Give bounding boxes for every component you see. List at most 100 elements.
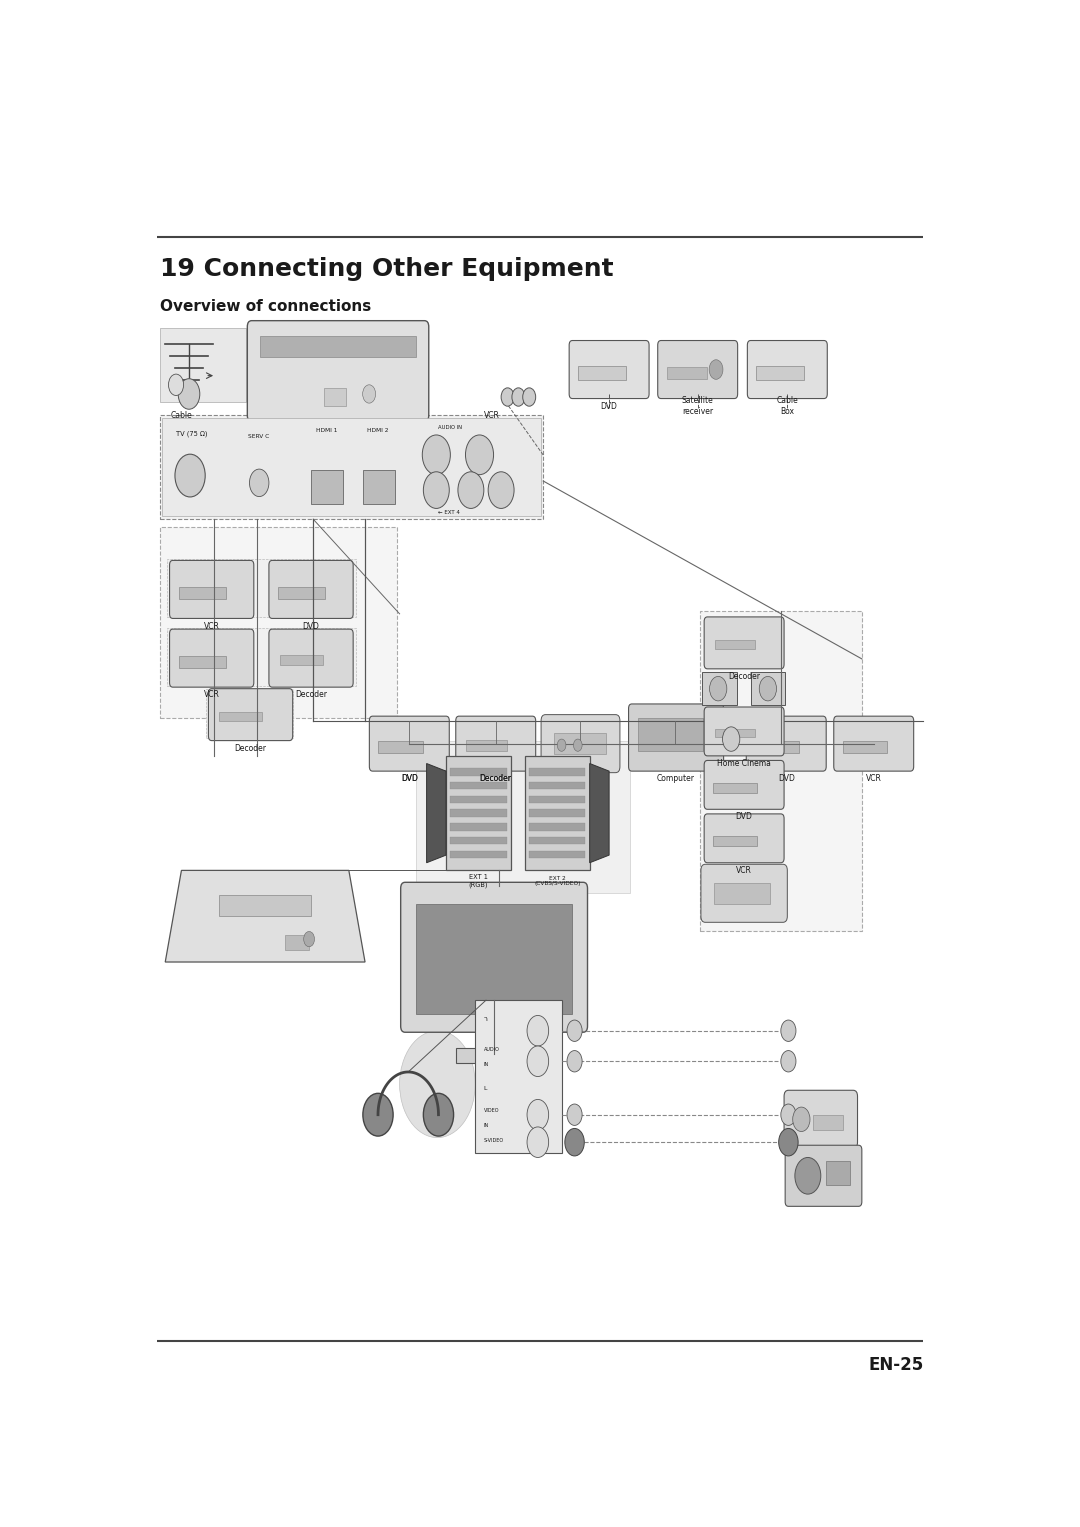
- Bar: [450, 809, 507, 817]
- Bar: [529, 823, 585, 831]
- Circle shape: [710, 360, 723, 379]
- Bar: [162, 418, 541, 516]
- Bar: [475, 1000, 562, 1153]
- Text: LR: LR: [428, 487, 434, 493]
- FancyBboxPatch shape: [834, 716, 914, 771]
- Circle shape: [781, 1020, 796, 1041]
- Bar: [714, 883, 770, 904]
- Text: Decoder: Decoder: [295, 690, 327, 699]
- Text: AUDIO IN: AUDIO IN: [438, 425, 462, 429]
- Bar: [450, 768, 507, 776]
- Bar: [179, 586, 226, 599]
- Text: DVD: DVD: [735, 812, 753, 822]
- Bar: [167, 559, 356, 617]
- Text: DVD: DVD: [401, 774, 418, 783]
- Text: Overview of connections: Overview of connections: [160, 299, 372, 315]
- Bar: [279, 586, 325, 599]
- Text: L: L: [484, 1086, 487, 1092]
- Bar: [285, 935, 309, 950]
- Bar: [206, 689, 293, 738]
- Circle shape: [465, 435, 494, 475]
- Text: VCR: VCR: [737, 866, 752, 875]
- Bar: [756, 365, 805, 380]
- FancyBboxPatch shape: [369, 716, 449, 771]
- Text: ← EXT 4: ← EXT 4: [438, 510, 460, 515]
- Text: Decoder: Decoder: [480, 774, 512, 783]
- FancyBboxPatch shape: [704, 760, 784, 809]
- Bar: [450, 823, 507, 831]
- Circle shape: [781, 1104, 796, 1125]
- Bar: [638, 718, 703, 751]
- Text: VCR: VCR: [204, 621, 219, 631]
- Text: VCR: VCR: [866, 774, 881, 783]
- Bar: [160, 527, 397, 718]
- Text: 19 Connecting Other Equipment: 19 Connecting Other Equipment: [160, 257, 613, 281]
- Polygon shape: [165, 870, 365, 962]
- Text: Pb: Pb: [462, 487, 469, 493]
- Circle shape: [175, 454, 205, 496]
- Text: Pr: Pr: [492, 487, 498, 493]
- FancyBboxPatch shape: [704, 814, 784, 863]
- Circle shape: [793, 1107, 810, 1132]
- Text: VCR: VCR: [204, 690, 219, 699]
- Circle shape: [458, 472, 484, 508]
- Text: DVD: DVD: [778, 774, 795, 783]
- Bar: [457, 1048, 531, 1063]
- Circle shape: [527, 1127, 549, 1157]
- Text: SERV C: SERV C: [248, 434, 270, 438]
- Circle shape: [303, 931, 314, 947]
- Polygon shape: [590, 764, 609, 863]
- Text: Decoder: Decoder: [728, 672, 760, 681]
- Text: Y: Y: [473, 441, 477, 447]
- Text: AUDIO: AUDIO: [484, 1046, 500, 1052]
- Circle shape: [565, 1128, 584, 1156]
- Bar: [713, 783, 757, 793]
- Bar: [666, 366, 707, 379]
- Bar: [578, 365, 626, 380]
- Bar: [416, 741, 630, 893]
- Bar: [715, 728, 755, 738]
- Bar: [700, 611, 862, 931]
- Circle shape: [523, 388, 536, 406]
- Bar: [450, 837, 507, 844]
- Circle shape: [168, 374, 184, 395]
- Bar: [529, 837, 585, 844]
- Circle shape: [527, 1099, 549, 1130]
- Bar: [525, 756, 590, 870]
- FancyBboxPatch shape: [541, 715, 620, 773]
- Bar: [467, 741, 507, 751]
- Circle shape: [527, 1046, 549, 1077]
- Text: TV (75 Ω): TV (75 Ω): [176, 431, 207, 437]
- Circle shape: [423, 472, 449, 508]
- Circle shape: [759, 676, 777, 701]
- Text: DVD: DVD: [600, 402, 618, 411]
- Text: Satellite
receiver: Satellite receiver: [681, 397, 714, 415]
- Circle shape: [423, 1093, 454, 1136]
- Bar: [529, 782, 585, 789]
- Bar: [446, 756, 511, 870]
- Bar: [311, 470, 343, 504]
- FancyBboxPatch shape: [704, 707, 784, 756]
- Bar: [416, 904, 572, 1014]
- Text: IN: IN: [484, 1061, 489, 1067]
- Circle shape: [567, 1104, 582, 1125]
- Text: Computer: Computer: [657, 774, 696, 783]
- Bar: [450, 851, 507, 858]
- Text: HDMI 1: HDMI 1: [316, 428, 338, 432]
- Polygon shape: [427, 764, 446, 863]
- FancyBboxPatch shape: [701, 864, 787, 922]
- Circle shape: [488, 472, 514, 508]
- Text: L: L: [428, 441, 431, 447]
- FancyBboxPatch shape: [569, 341, 649, 399]
- Circle shape: [178, 379, 200, 409]
- Text: VCR: VCR: [484, 411, 499, 420]
- FancyBboxPatch shape: [704, 617, 784, 669]
- FancyBboxPatch shape: [269, 629, 353, 687]
- FancyBboxPatch shape: [208, 689, 293, 741]
- Circle shape: [779, 1128, 798, 1156]
- Bar: [529, 768, 585, 776]
- Text: VIDEO: VIDEO: [484, 1107, 499, 1113]
- Text: DVD: DVD: [302, 621, 320, 631]
- Bar: [755, 742, 799, 753]
- Circle shape: [781, 1051, 796, 1072]
